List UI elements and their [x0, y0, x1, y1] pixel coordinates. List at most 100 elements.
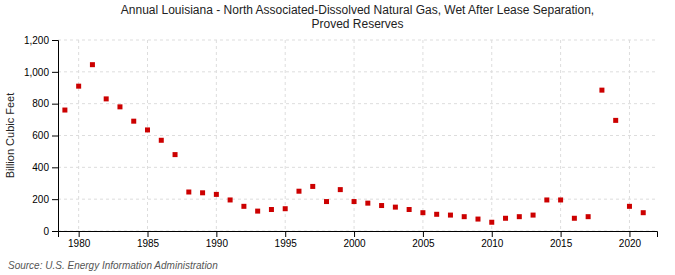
- point: [200, 190, 205, 195]
- point: [613, 118, 618, 123]
- y-grid-line: [58, 103, 657, 104]
- point: [572, 216, 577, 221]
- x-tick: 1980: [68, 231, 91, 249]
- y-tick-mark: [52, 40, 58, 41]
- point: [117, 104, 122, 109]
- x-tick: 1995: [275, 231, 298, 249]
- x-tick: 1990: [206, 231, 229, 249]
- x-tick-mark: [629, 231, 630, 237]
- point: [90, 62, 95, 67]
- x-grid-line: [422, 40, 423, 231]
- x-tick: 2010: [481, 231, 504, 249]
- point: [214, 192, 219, 197]
- x-tick-mark: [79, 231, 80, 237]
- y-tick-label: 0: [43, 226, 49, 237]
- point: [558, 197, 563, 202]
- annotation: Source: U.S. Energy Information Administ…: [8, 260, 218, 271]
- x-tick-label: 2010: [481, 238, 504, 249]
- x-tick-mark: [492, 231, 493, 237]
- point: [228, 197, 233, 202]
- y-tick-mark: [52, 231, 58, 232]
- point: [338, 187, 343, 192]
- x-axis-line: [59, 232, 658, 238]
- point: [296, 189, 301, 194]
- x-tick-label: 2015: [550, 238, 573, 249]
- point: [352, 199, 357, 204]
- chart: 1980 1985 1990 1995 2000 2005 2010 2015 2020 0 200…: [0, 0, 675, 275]
- point: [131, 119, 136, 124]
- title-line: Annual Louisiana - North Associated-Diss…: [121, 3, 594, 17]
- point: [627, 204, 632, 209]
- y-tick-label: 1,200: [24, 35, 49, 46]
- y-tick: 0: [43, 226, 58, 237]
- point: [407, 207, 412, 212]
- x-tick-label: 2000: [343, 238, 366, 249]
- y-tick: 1,000: [24, 67, 58, 78]
- x-grid-line: [285, 40, 286, 231]
- point: [173, 152, 178, 157]
- x-grid-line: [491, 40, 492, 231]
- point: [531, 213, 536, 218]
- x-tick: 2005: [412, 231, 435, 249]
- x-tick: 2015: [550, 231, 573, 249]
- x-tick-mark: [561, 231, 562, 237]
- point: [517, 214, 522, 219]
- x-grid-line: [147, 40, 148, 231]
- y-axis: 02004006008001,0001,200: [24, 35, 59, 237]
- point: [62, 108, 67, 113]
- point: [420, 210, 425, 215]
- point: [76, 84, 81, 89]
- points: [62, 62, 645, 225]
- x-axis: 1980 1985 1990 1995 2000 2005 2010 2015 2020: [59, 231, 658, 249]
- point: [379, 203, 384, 208]
- point: [503, 216, 508, 221]
- grid: [58, 40, 657, 231]
- x-tick-mark: [285, 231, 286, 237]
- point: [599, 88, 604, 93]
- x-tick-label: 1990: [206, 238, 229, 249]
- x-tick: 2020: [619, 231, 642, 249]
- y-tick-label: 800: [32, 98, 49, 109]
- y-tick-label: 200: [32, 194, 49, 205]
- y-tick-mark: [52, 72, 58, 73]
- y-tick: 800: [32, 98, 58, 109]
- point: [269, 207, 274, 212]
- x-tick-mark: [148, 231, 149, 237]
- y-tick: 200: [32, 194, 58, 205]
- plot-area: 1980 1985 1990 1995 2000 2005 2010 2015 2020 0 200…: [24, 35, 658, 249]
- point: [324, 199, 329, 204]
- y-tick-mark: [52, 136, 58, 137]
- title: Annual Louisiana - North Associated-Diss…: [121, 3, 594, 31]
- y-tick-mark: [52, 104, 58, 105]
- y-tick-label: 1,000: [24, 67, 49, 78]
- point: [448, 213, 453, 218]
- point: [159, 138, 164, 143]
- point: [641, 210, 646, 215]
- x-tick-mark: [423, 231, 424, 237]
- y-grid-line: [58, 135, 657, 136]
- point: [489, 220, 494, 225]
- x-grid-line: [78, 40, 79, 231]
- x-tick-mark: [216, 231, 217, 237]
- x-grid-line: [629, 40, 630, 231]
- y-tick-label: 600: [32, 130, 49, 141]
- y-axis-label: Billion Cubic Feet: [4, 93, 16, 179]
- title-line: Proved Reserves: [311, 17, 403, 31]
- x-tick-label: 1995: [275, 238, 298, 249]
- x-tick-label: 2020: [619, 238, 642, 249]
- point: [462, 214, 467, 219]
- point: [475, 217, 480, 222]
- x-tick-mark: [354, 231, 355, 237]
- point: [241, 204, 246, 209]
- x-tick: 1985: [137, 231, 160, 249]
- point: [145, 127, 150, 132]
- point: [255, 209, 260, 214]
- point: [393, 205, 398, 210]
- y-tick: 600: [32, 130, 58, 141]
- x-tick-label: 2005: [412, 238, 435, 249]
- point: [544, 197, 549, 202]
- point: [310, 184, 315, 189]
- y-axis-line: [52, 41, 59, 232]
- x-tick-label: 1980: [68, 238, 91, 249]
- point: [365, 201, 370, 206]
